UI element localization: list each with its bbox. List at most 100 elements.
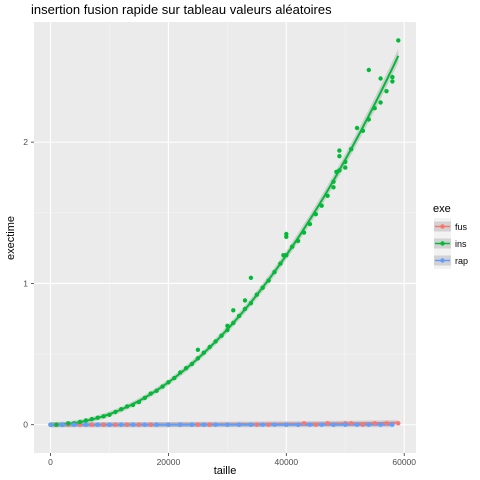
legend: exe fus ins rap [433, 203, 468, 269]
legend-label-ins: ins [455, 239, 467, 249]
point-ins [154, 389, 158, 393]
point-ins [249, 276, 253, 280]
point-ins [178, 370, 182, 374]
point-ins [337, 148, 341, 152]
point-rap [249, 423, 253, 427]
y-tick-label: 2 [23, 137, 28, 147]
point-ins [196, 348, 200, 352]
point-rap [119, 423, 123, 427]
point-ins [184, 366, 188, 370]
y-tick-label: 0 [23, 420, 28, 430]
point-ins [196, 356, 200, 360]
point-rap [143, 423, 147, 427]
point-rap [272, 423, 276, 427]
point-ins [261, 286, 265, 290]
point-ins [172, 376, 176, 380]
point-ins [160, 384, 164, 388]
point-ins [249, 301, 253, 305]
point-ins [296, 239, 300, 243]
point-fus [137, 423, 141, 427]
point-ins [84, 418, 88, 422]
point-ins [355, 126, 359, 130]
point-fus [196, 423, 200, 427]
point-rap [96, 423, 100, 427]
point-rap [178, 423, 182, 427]
legend-key-point [440, 241, 444, 245]
point-ins [373, 106, 377, 110]
point-rap [84, 423, 88, 427]
point-ins [107, 413, 111, 417]
point-ins [337, 168, 341, 172]
point-ins [225, 328, 229, 332]
point-ins [284, 235, 288, 239]
point-ins [125, 404, 129, 408]
x-tick-label: 40000 [274, 457, 298, 467]
point-fus [255, 423, 259, 427]
point-ins [237, 314, 241, 318]
point-rap [284, 423, 288, 427]
legend-label-fus: fus [455, 222, 468, 232]
point-fus [101, 423, 105, 427]
point-ins [231, 321, 235, 325]
point-rap [202, 423, 206, 427]
point-ins [390, 75, 394, 79]
x-axis-title: taille [214, 465, 237, 477]
point-fus [396, 421, 400, 425]
x-tick-label: 0 [48, 457, 53, 467]
point-rap [261, 423, 265, 427]
point-ins [272, 270, 276, 274]
point-ins [349, 147, 353, 151]
point-ins [384, 89, 388, 93]
point-ins [378, 76, 382, 80]
legend-label-rap: rap [455, 256, 468, 266]
point-rap [378, 423, 382, 427]
point-rap [320, 423, 324, 427]
point-ins [96, 416, 100, 420]
point-fus [384, 421, 388, 425]
point-ins [390, 79, 394, 83]
point-fus [90, 423, 94, 427]
point-rap [355, 423, 359, 427]
point-ins [219, 334, 223, 338]
point-rap [343, 423, 347, 427]
point-fus [208, 423, 212, 427]
point-rap [60, 423, 64, 427]
point-ins [343, 160, 347, 164]
point-ins [213, 339, 217, 343]
point-rap [213, 423, 217, 427]
y-tick-label: 1 [23, 278, 28, 288]
point-ins [302, 230, 306, 234]
point-ins [367, 68, 371, 72]
point-fus [373, 421, 377, 425]
point-fus [266, 423, 270, 427]
point-ins [190, 362, 194, 366]
point-ins [337, 154, 341, 158]
point-rap [367, 423, 371, 427]
point-ins [331, 185, 335, 189]
point-rap [237, 423, 241, 427]
legend-key-point [440, 258, 444, 262]
point-ins [90, 417, 94, 421]
point-rap [296, 423, 300, 427]
point-ins [320, 204, 324, 208]
y-axis-title: exectime [5, 216, 17, 260]
point-rap [48, 423, 52, 427]
point-rap [190, 423, 194, 427]
point-rap [390, 423, 394, 427]
point-ins [314, 212, 318, 216]
point-ins [243, 307, 247, 311]
point-ins [243, 298, 247, 302]
point-rap [331, 423, 335, 427]
point-fus [302, 421, 306, 425]
point-rap [308, 423, 312, 427]
legend-title: exe [433, 203, 451, 215]
point-fus [314, 423, 318, 427]
point-rap [166, 423, 170, 427]
point-rap [225, 423, 229, 427]
plot-panel [34, 22, 416, 453]
point-fus [325, 421, 329, 425]
point-ins [101, 414, 105, 418]
point-ins [378, 100, 382, 104]
point-fus [361, 423, 365, 427]
